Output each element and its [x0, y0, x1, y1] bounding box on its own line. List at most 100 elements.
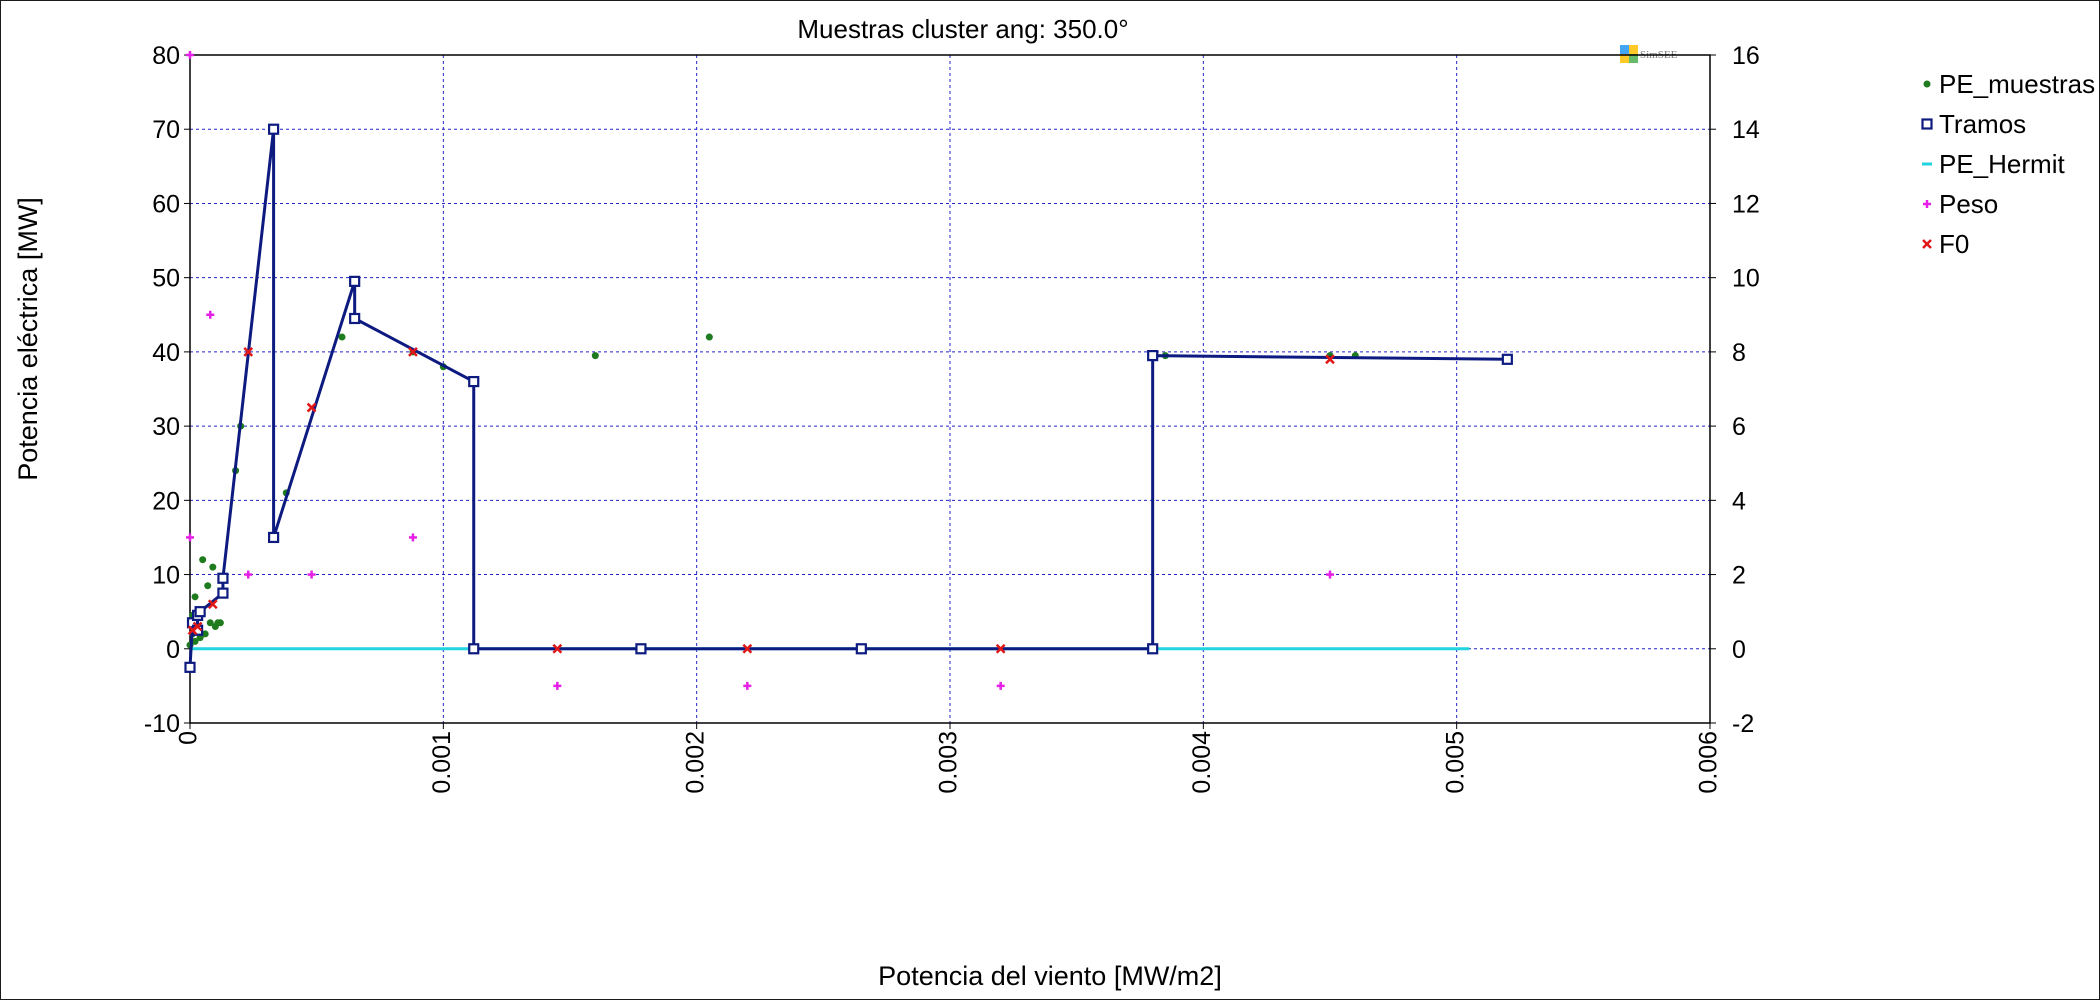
tramos-point — [468, 643, 480, 655]
legend-marker — [1923, 80, 1931, 88]
series-f0 — [187, 347, 1335, 654]
tramos-point — [268, 531, 280, 544]
pe-muestras-point — [204, 582, 212, 590]
legend-item-tramos: Tramos — [1921, 109, 2026, 139]
peso-point — [1326, 570, 1334, 579]
pe-muestras-point — [191, 637, 199, 645]
tramos-point — [184, 661, 196, 673]
y2-tick-label: 16 — [1732, 42, 1760, 70]
x-tick-label: 0.003 — [935, 731, 963, 794]
tramos-point — [217, 587, 229, 599]
pe-muestras-point — [591, 352, 599, 360]
peso-point — [743, 681, 752, 690]
pe-muestras-point — [199, 556, 207, 564]
grid — [190, 55, 1710, 723]
peso-point — [244, 570, 253, 579]
y2-tick-label: 4 — [1732, 487, 1746, 515]
peso-point — [996, 681, 1005, 690]
tramos-point — [349, 275, 361, 287]
x-tick-label: 0.006 — [1695, 731, 1723, 794]
y2-tick-label: -2 — [1732, 710, 1754, 738]
legend-item-f0: F0 — [1922, 229, 1969, 259]
x-axis: 0 0.001 0.002 0.003 0.004 0.005 0.006 — [175, 723, 1723, 794]
f0-point — [207, 599, 218, 610]
tramos-point — [268, 123, 280, 135]
f0-point — [552, 643, 563, 654]
legend-label: PE_Hermit — [1939, 149, 2065, 179]
tramos-point — [1147, 350, 1159, 362]
tramos-point — [217, 572, 229, 584]
y-tick-label: 0 — [166, 636, 180, 664]
x-axis-label: Potencia del viento [MW/m2] — [878, 961, 1222, 991]
f0-point — [1325, 354, 1335, 365]
tramos-point — [855, 643, 867, 655]
series-tramos — [184, 123, 1513, 673]
pe-muestras-point — [216, 619, 224, 627]
plot-frame — [189, 54, 1711, 724]
pe-muestras-point — [705, 333, 713, 341]
y2-tick-label: 8 — [1732, 339, 1746, 367]
legend-marker — [1922, 239, 1932, 249]
legend-item-peso: Peso — [1923, 189, 1998, 219]
series-pe-muestras — [186, 333, 1359, 649]
y-tick-label: 70 — [152, 116, 180, 144]
f0-point — [306, 402, 317, 413]
pe-muestras-point — [338, 333, 346, 341]
peso-point — [408, 533, 417, 542]
tramos-point — [635, 643, 647, 655]
y-tick-label: 50 — [152, 265, 180, 293]
y-tick-label: 40 — [152, 339, 180, 367]
legend-marker — [1923, 200, 1931, 208]
peso-point — [206, 310, 215, 319]
y2-tick-label: 12 — [1732, 190, 1760, 218]
y-axis-right: -2 0 2 4 6 8 10 12 14 16 — [1710, 42, 1760, 738]
legend-label: F0 — [1939, 229, 1969, 259]
legend-item-pe-hermit: PE_Hermit — [1922, 149, 2065, 179]
y-axis-left: -10 0 10 20 30 40 50 60 70 80 — [144, 42, 190, 738]
y2-tick-label: 10 — [1732, 265, 1760, 293]
y-tick-label: 20 — [152, 487, 180, 515]
f0-point — [243, 347, 254, 357]
y2-tick-label: 6 — [1732, 413, 1746, 441]
y-tick-label: 60 — [152, 190, 180, 218]
f0-point — [995, 643, 1006, 654]
x-tick-label: 0 — [175, 731, 203, 745]
peso-point — [553, 681, 562, 690]
y-tick-label: 10 — [152, 562, 180, 590]
y2-tick-label: 0 — [1732, 636, 1746, 664]
pe-muestras-point — [206, 619, 214, 627]
tramos-point — [349, 312, 361, 325]
tramos-point — [468, 375, 480, 388]
pe-muestras-point — [201, 630, 209, 638]
legend-label: Peso — [1939, 189, 1998, 219]
x-tick-label: 0.005 — [1441, 731, 1469, 794]
y-tick-label: 80 — [152, 42, 180, 70]
legend-label: Tramos — [1939, 109, 2026, 139]
tramos-line — [188, 127, 1508, 668]
legend-label: PE_muestras — [1939, 69, 2095, 99]
x-tick-label: 0.002 — [681, 731, 709, 794]
y-axis-label: Potencia eléctrica [MW] — [13, 197, 43, 481]
pe-muestras-point — [196, 634, 204, 642]
f0-point — [192, 621, 203, 632]
series-layer — [184, 51, 1513, 690]
legend-item-pe-muestras: PE_muestras — [1923, 69, 2095, 99]
pe-muestras-point — [209, 563, 217, 571]
pe-muestras-point — [191, 593, 199, 601]
x-tick-label: 0.004 — [1188, 731, 1216, 794]
y2-tick-label: 2 — [1732, 562, 1746, 590]
peso-point — [186, 51, 194, 59]
tramos-point — [1501, 353, 1513, 365]
chart-title: Muestras cluster ang: 350.0° — [797, 14, 1128, 44]
legend: PE_muestras Tramos PE_Hermit Peso F0 — [1921, 69, 2095, 259]
simsee-logo: SimSEE — [1620, 45, 1678, 63]
x-tick-label: 0.001 — [428, 731, 456, 794]
tramos-point — [194, 606, 206, 618]
f0-point — [408, 347, 418, 357]
y2-tick-label: 14 — [1732, 116, 1760, 144]
peso-point — [186, 533, 194, 542]
f0-point — [742, 643, 753, 654]
y-tick-label: -10 — [144, 710, 180, 738]
y-tick-label: 30 — [152, 413, 180, 441]
